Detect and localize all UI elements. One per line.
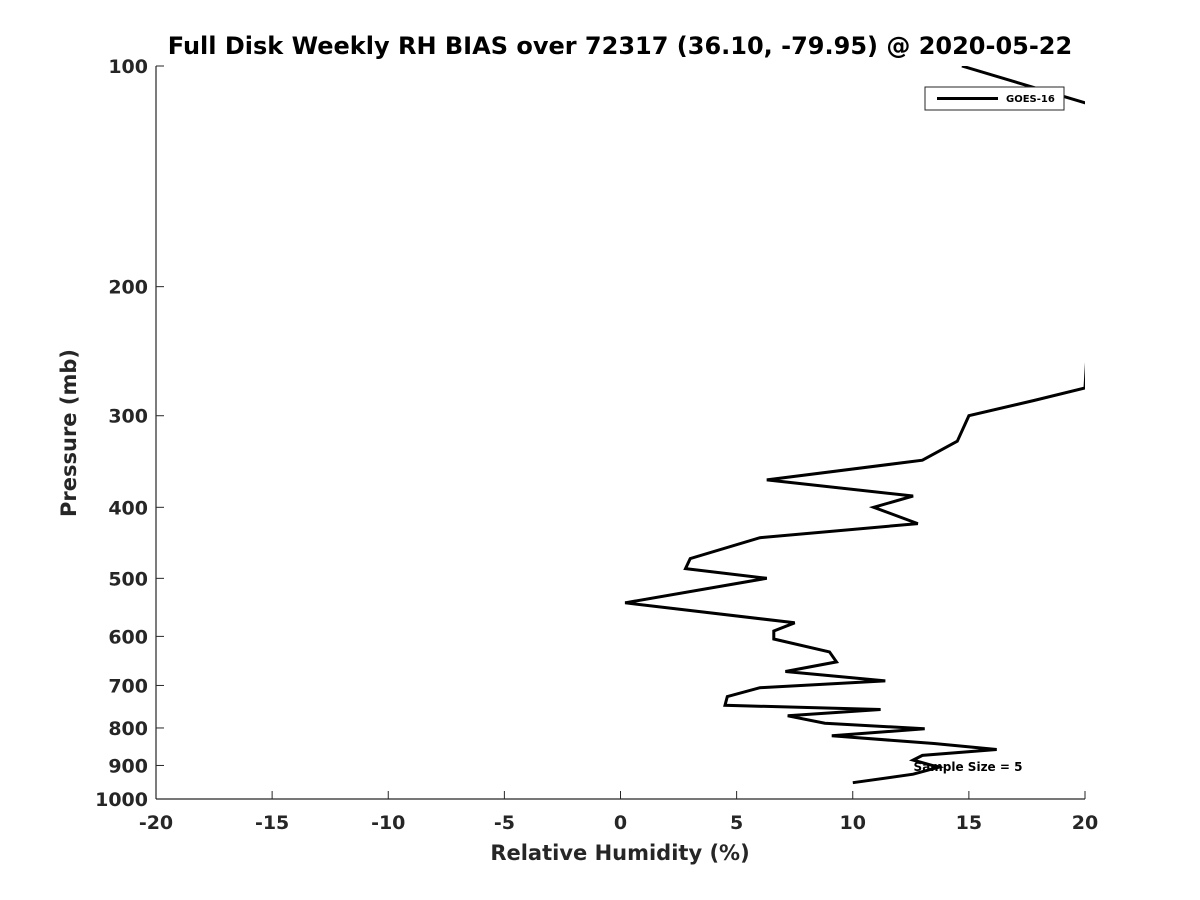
x-ticks: -20 -15 -10 -5 0 5 10 15 20	[139, 791, 1098, 834]
y-tick-label: 800	[108, 718, 148, 740]
y-ticks: 100 200 300 400 500 600 700 800 900 1000	[95, 56, 164, 811]
x-tick-label: 10	[840, 812, 866, 834]
series-line-goes-16	[624, 66, 1085, 785]
legend-label-goes-16: GOES-16	[1006, 94, 1055, 105]
x-tick-label: 20	[1072, 812, 1098, 834]
x-tick-label: 5	[730, 812, 743, 834]
x-tick-label: 0	[614, 812, 627, 834]
x-tick-label: 15	[956, 812, 982, 834]
y-tick-label: 700	[108, 675, 148, 697]
y-tick-label: 500	[108, 568, 148, 590]
series-group	[624, 66, 1085, 785]
y-tick-label: 100	[108, 56, 148, 78]
sample-size-annotation: Sample Size = 5	[914, 760, 1023, 774]
x-tick-label: -10	[371, 812, 405, 834]
x-tick-label: -5	[494, 812, 515, 834]
plot-area: -20 -15 -10 -5 0 5 10 15 20 100 200 300 400 500 600 70…	[95, 56, 1098, 834]
x-tick-label: -20	[139, 812, 173, 834]
chart-title: Full Disk Weekly RH BIAS over 72317 (36.…	[168, 32, 1072, 60]
legend: GOES-16	[924, 86, 1065, 111]
y-tick-label: 1000	[95, 789, 148, 811]
x-axis-label: Relative Humidity (%)	[490, 841, 749, 865]
y-tick-label: 600	[108, 626, 148, 648]
x-tick-label: -15	[255, 812, 289, 834]
y-axis-label: Pressure (mb)	[57, 349, 81, 517]
y-tick-label: 200	[108, 277, 148, 299]
y-tick-label: 400	[108, 497, 148, 519]
y-tick-label: 300	[108, 406, 148, 428]
y-tick-label: 900	[108, 755, 148, 777]
